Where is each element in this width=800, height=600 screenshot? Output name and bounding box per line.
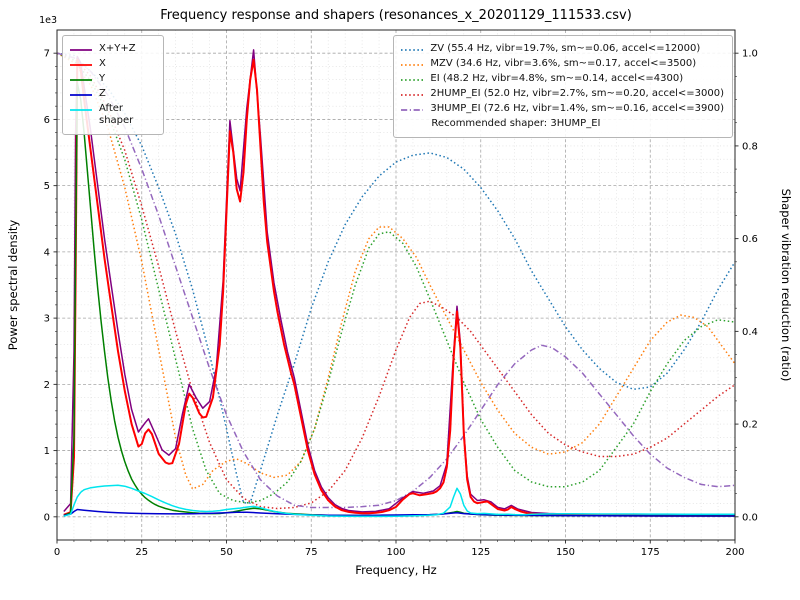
- legend-item: MZV (34.6 Hz, vibr=3.6%, sm~=0.17, accel…: [400, 58, 724, 71]
- legend-item-label: 2HUMP_EI (52.0 Hz, vibr=2.7%, sm~=0.20, …: [430, 87, 724, 99]
- tick-label: 0.8: [742, 141, 758, 152]
- tick-label: 3: [44, 314, 50, 325]
- legend-item: Y: [69, 73, 155, 86]
- plot-dynamic-layer: 0 25 50 75 100 125 150 175 200 0 1 2 3 4 5 6 7 0.0 0.2 0.4 0…: [44, 29, 758, 558]
- legend-line-sample: [401, 78, 424, 81]
- legend-item: X: [69, 58, 155, 71]
- legend-item-label: X+Y+Z: [99, 42, 136, 54]
- tick-label: 0.2: [742, 420, 758, 431]
- tick-label: 0: [54, 547, 60, 558]
- legend-item: Z: [69, 88, 155, 101]
- tick-label: 5: [44, 181, 50, 192]
- legend-item-label: 3HUMP_EI (72.6 Hz, vibr=1.4%, sm~=0.16, …: [430, 102, 724, 114]
- tick-label: 175: [641, 547, 660, 558]
- tick-label: 25: [135, 547, 148, 558]
- legend-line-sample: [70, 63, 92, 66]
- legend-line-sample: [401, 93, 424, 96]
- legend-item-label: MZV (34.6 Hz, vibr=3.6%, sm~=0.17, accel…: [430, 57, 697, 69]
- tick-label: 50: [220, 547, 233, 558]
- tick-label: 6: [44, 115, 50, 126]
- tick-label: 150: [556, 547, 575, 558]
- legend-item-label: EI (48.2 Hz, vibr=4.8%, sm~=0.14, accel<…: [430, 72, 684, 84]
- y-left-offset-text: 1e3: [39, 15, 57, 26]
- series-3hump-ei: [56, 52, 736, 509]
- series-ei: [56, 52, 736, 504]
- legend-psd: X+Y+Z X Y Z After shaper: [62, 35, 164, 135]
- legend-item: ZV (55.4 Hz, vibr=19.7%, sm~=0.06, accel…: [400, 43, 724, 56]
- tick-label: 0: [44, 512, 50, 523]
- series-x-y-z: [63, 49, 736, 516]
- legend-line-sample: [70, 48, 92, 51]
- tick-label: 0.4: [742, 327, 758, 338]
- chart-title: Frequency response and shapers (resonanc…: [160, 8, 632, 23]
- tick-label: 1: [44, 446, 50, 457]
- tick-label: 2: [44, 380, 50, 391]
- legend-item-label: ZV (55.4 Hz, vibr=19.7%, sm~=0.06, accel…: [430, 42, 701, 54]
- tick-label: 1.0: [742, 49, 758, 60]
- legend-line-sample: [401, 48, 424, 51]
- tick-label: 100: [386, 547, 405, 558]
- tick-label: 4: [44, 247, 50, 258]
- y-left-axis-label: Power spectral density: [6, 220, 20, 351]
- axis-ticks: 0 25 50 75 100 125 150 175 200 0 1 2 3 4 5 6 7 0.0 0.2 0.4 0…: [44, 49, 758, 558]
- legend-item: 2HUMP_EI (52.0 Hz, vibr=2.7%, sm~=0.20, …: [400, 88, 724, 101]
- tick-label: 200: [725, 547, 744, 558]
- series-2hump-ei: [56, 52, 736, 510]
- legend-item: After shaper: [69, 103, 155, 128]
- legend-item-label: Z: [99, 87, 106, 99]
- legend-line-sample: [70, 93, 92, 96]
- legend-item-label: After shaper: [99, 102, 134, 127]
- tick-label: 125: [471, 547, 490, 558]
- y-right-axis-label: Shaper vibration reduction (ratio): [779, 189, 793, 382]
- x-axis-label: Frequency, Hz: [355, 563, 436, 577]
- legend-item-label: Y: [99, 72, 106, 84]
- tick-label: 0.6: [742, 234, 758, 245]
- legend-line-sample: [401, 108, 424, 111]
- legend-shapers: ZV (55.4 Hz, vibr=19.7%, sm~=0.06, accel…: [393, 35, 733, 138]
- legend-line-sample: [70, 78, 92, 81]
- legend-line-sample: [401, 63, 424, 66]
- series-mzv: [56, 52, 736, 490]
- tick-label: 7: [44, 49, 50, 60]
- legend-item: 3HUMP_EI (72.6 Hz, vibr=1.4%, sm~=0.16, …: [400, 103, 724, 116]
- series-zv: [56, 52, 736, 504]
- series-after-shaper: [63, 484, 735, 518]
- legend-line-sample: [70, 108, 92, 111]
- series-x: [63, 58, 735, 517]
- legend-item: EI (48.2 Hz, vibr=4.8%, sm~=0.14, accel<…: [400, 73, 724, 86]
- legend-item-label: X: [99, 57, 106, 69]
- legend-item: X+Y+Z: [69, 43, 155, 56]
- recommended-shaper-note: Recommended shaper: 3HUMP_EI: [431, 118, 601, 129]
- tick-label: 0.0: [742, 512, 758, 523]
- tick-label: 75: [305, 547, 318, 558]
